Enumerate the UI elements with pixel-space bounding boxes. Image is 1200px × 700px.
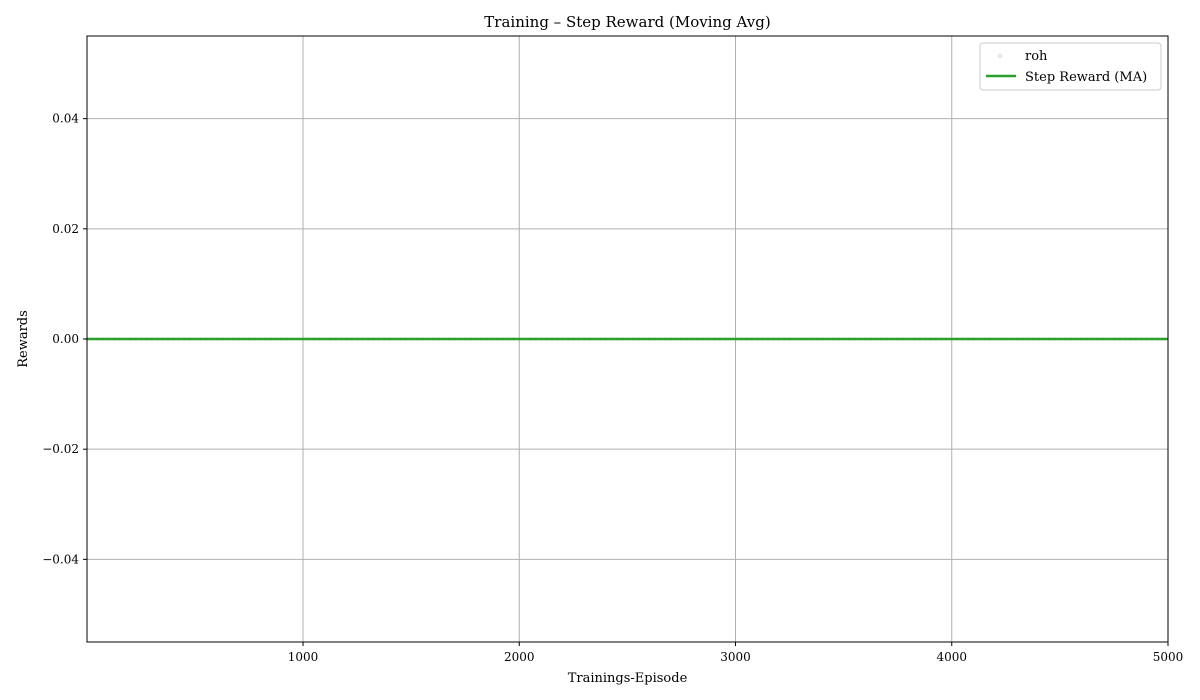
x-tick-label: 2000 (504, 650, 535, 664)
legend-label-step-reward-ma: Step Reward (MA) (1025, 70, 1147, 85)
x-tick-label: 5000 (1153, 650, 1184, 664)
x-tick-label: 1000 (288, 650, 319, 664)
y-tick-label: 0.00 (52, 332, 79, 346)
legend-box (979, 42, 1162, 91)
y-axis-ticks: −0.04 −0.02 0.00 0.02 0.04 (42, 112, 87, 566)
y-tick-label: −0.04 (42, 552, 79, 566)
x-axis-ticks: 1000 2000 3000 4000 5000 (288, 642, 1184, 664)
plot-data (85, 337, 1168, 341)
x-tick-label: 3000 (720, 650, 751, 664)
legend-marker-roh (997, 53, 1003, 59)
legend-label-roh: roh (1025, 49, 1048, 64)
y-tick-label: 0.02 (52, 222, 79, 236)
y-axis-label: Rewards (16, 310, 31, 368)
x-tick-label: 4000 (936, 650, 967, 664)
x-axis-label: Trainings-Episode (568, 671, 688, 686)
chart-title: Training – Step Reward (Moving Avg) (484, 13, 770, 31)
y-tick-label: −0.02 (42, 442, 79, 456)
legend: roh Step Reward (MA) (979, 42, 1162, 91)
y-tick-label: 0.04 (52, 112, 79, 126)
